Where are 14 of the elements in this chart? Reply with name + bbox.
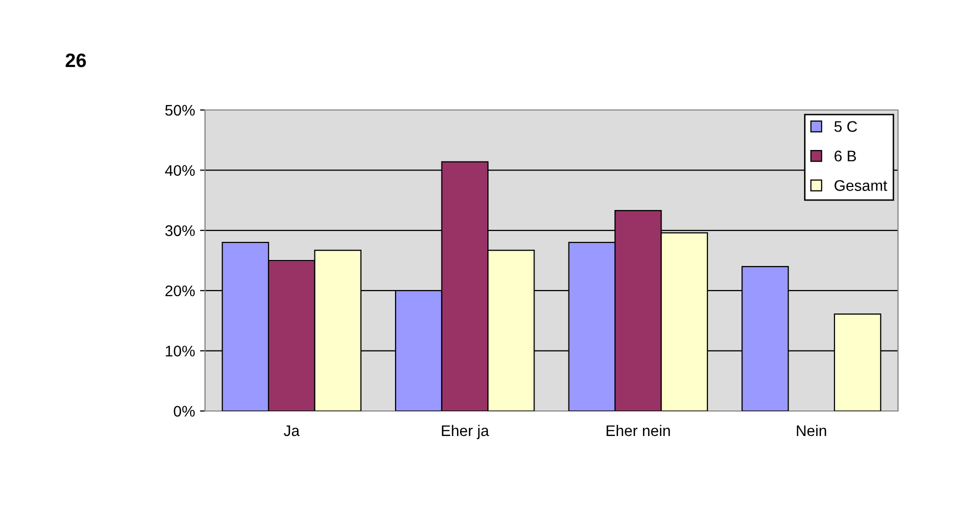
x-tick-label: Nein — [796, 424, 826, 436]
y-tick-label: 50% — [165, 104, 195, 116]
x-tick-label: Eher nein — [606, 424, 670, 436]
legend-label: 5 C — [834, 121, 858, 132]
x-tick-label: Ja — [284, 425, 300, 436]
y-tick-label: 10% — [166, 346, 195, 356]
y-tick-label: 40% — [165, 165, 195, 176]
x-tick-label: Eher ja — [442, 424, 490, 440]
y-tick-label: 0% — [174, 406, 195, 417]
legend-label: 6 B — [834, 150, 856, 162]
chart-title: 26 — [66, 53, 86, 68]
y-tick-label: 30% — [165, 225, 195, 236]
legend-label: Gesamt — [834, 180, 888, 191]
y-tick-label: 20% — [165, 285, 195, 296]
